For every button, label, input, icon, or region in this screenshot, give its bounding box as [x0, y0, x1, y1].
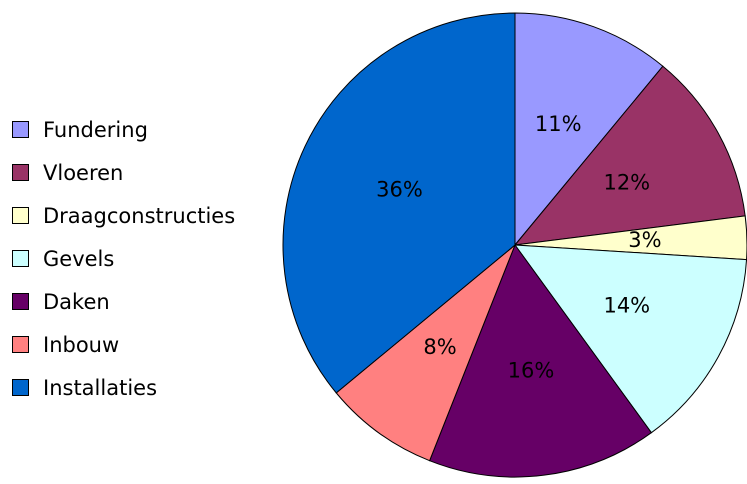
legend-item-installaties: Installaties: [12, 366, 235, 409]
legend-swatch-inbouw: [12, 336, 29, 353]
legend-label-fundering: Fundering: [43, 117, 148, 142]
legend-label-inbouw: Inbouw: [43, 332, 120, 357]
legend-item-gevels: Gevels: [12, 237, 235, 280]
data-label-daken: 16%: [508, 359, 555, 383]
legend-label-gevels: Gevels: [43, 246, 115, 271]
legend-label-vloeren: Vloeren: [43, 160, 124, 185]
legend-item-daken: Daken: [12, 280, 235, 323]
pie-slice-installaties: [282, 12, 516, 394]
legend-label-daken: Daken: [43, 289, 110, 314]
legend-swatch-gevels: [12, 250, 29, 267]
data-label-vloeren: 12%: [603, 171, 650, 195]
legend-label-installaties: Installaties: [43, 375, 158, 400]
data-label-gevels: 14%: [603, 294, 650, 318]
legend-item-inbouw: Inbouw: [12, 323, 235, 366]
pie-slice-vloeren: [513, 65, 746, 246]
data-label-draagconstructies: 3%: [628, 228, 661, 252]
data-label-fundering: 11%: [535, 112, 582, 136]
legend-swatch-vloeren: [12, 164, 29, 181]
legend-item-fundering: Fundering: [12, 108, 235, 151]
legend-label-draagconstructies: Draagconstructies: [43, 203, 236, 228]
pie-slice-fundering: [514, 12, 664, 247]
legend-swatch-daken: [12, 293, 29, 310]
pie-slice-gevels: [513, 244, 747, 434]
pie-slice-daken: [428, 243, 653, 478]
legend: Fundering Vloeren Draagconstructies Geve…: [12, 108, 235, 409]
legend-swatch-draagconstructies: [12, 207, 29, 224]
legend-item-vloeren: Vloeren: [12, 151, 235, 194]
data-label-inbouw: 8%: [423, 335, 456, 359]
legend-swatch-installaties: [12, 379, 29, 396]
pie-slice-inbouw: [335, 244, 516, 462]
data-label-installaties: 36%: [376, 178, 423, 202]
legend-item-draagconstructies: Draagconstructies: [12, 194, 235, 237]
legend-swatch-fundering: [12, 121, 29, 138]
